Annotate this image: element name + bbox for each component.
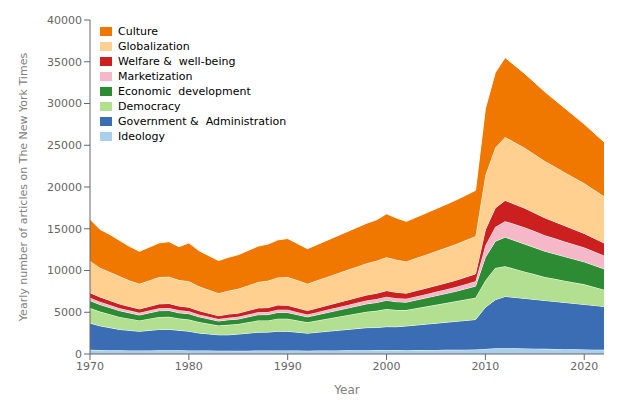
svg-text:Year: Year: [333, 383, 359, 397]
svg-text:5000: 5000: [54, 306, 82, 319]
svg-text:1970: 1970: [76, 360, 104, 373]
html-text:Ideology: Ideology: [118, 130, 165, 143]
svg-text:25000: 25000: [47, 139, 82, 152]
html-text:Welfare & well-being: Welfare & well-being: [118, 55, 236, 68]
svg-text:2010: 2010: [471, 360, 499, 373]
svg-text:40000: 40000: [47, 14, 82, 27]
svg-text:30000: 30000: [47, 97, 82, 110]
html-text:Government & Administration: Government & Administration: [118, 115, 287, 128]
svg-text:2000: 2000: [373, 360, 401, 373]
svg-text:0: 0: [75, 348, 82, 361]
svg-text:2020: 2020: [570, 360, 598, 373]
svg-text:1990: 1990: [274, 360, 302, 373]
svg-text:10000: 10000: [47, 264, 82, 277]
html-text:Culture: Culture: [118, 25, 158, 38]
html-text:Democracy: Democracy: [118, 100, 181, 113]
html-text:Marketization: Marketization: [118, 70, 193, 83]
svg-text:Yearly number of articles on T: Yearly number of articles on The New Yor…: [17, 53, 30, 323]
svg-text:35000: 35000: [47, 56, 82, 69]
svg-text:20000: 20000: [47, 181, 82, 194]
html-text:Globalization: Globalization: [118, 40, 190, 53]
svg-text:1980: 1980: [175, 360, 203, 373]
html-text:Economic development: Economic development: [118, 85, 251, 98]
svg-text:15000: 15000: [47, 223, 82, 236]
